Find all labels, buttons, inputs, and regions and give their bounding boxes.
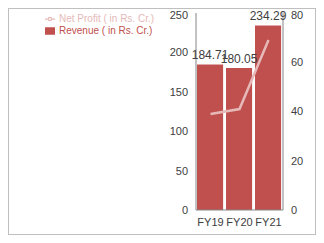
svg-text:184.71: 184.71: [191, 48, 229, 63]
svg-text:FY19: FY19: [197, 216, 223, 228]
svg-text:180.05: 180.05: [221, 52, 258, 66]
html-text:Net Profit ( in Rs. Cr.): Net Profit ( in Rs. Cr.): [59, 13, 154, 24]
svg-text:FY21: FY21: [255, 216, 281, 228]
svg-text:0: 0: [182, 204, 188, 216]
svg-text:100: 100: [170, 125, 188, 137]
svg-text:FY20: FY20: [226, 216, 252, 228]
svg-text:250: 250: [170, 9, 188, 21]
svg-text:150: 150: [170, 86, 188, 98]
html-text:Revenue ( in Rs. Cr.): Revenue ( in Rs. Cr.): [59, 25, 153, 36]
svg-text:234.29: 234.29: [250, 9, 287, 23]
svg-text:60: 60: [291, 56, 303, 68]
svg-text:200: 200: [170, 46, 188, 58]
svg-text:80: 80: [291, 9, 303, 21]
svg-text:50: 50: [176, 165, 188, 177]
svg-text:40: 40: [291, 105, 303, 117]
svg-text:0: 0: [291, 204, 297, 216]
svg-text:20: 20: [291, 155, 303, 167]
